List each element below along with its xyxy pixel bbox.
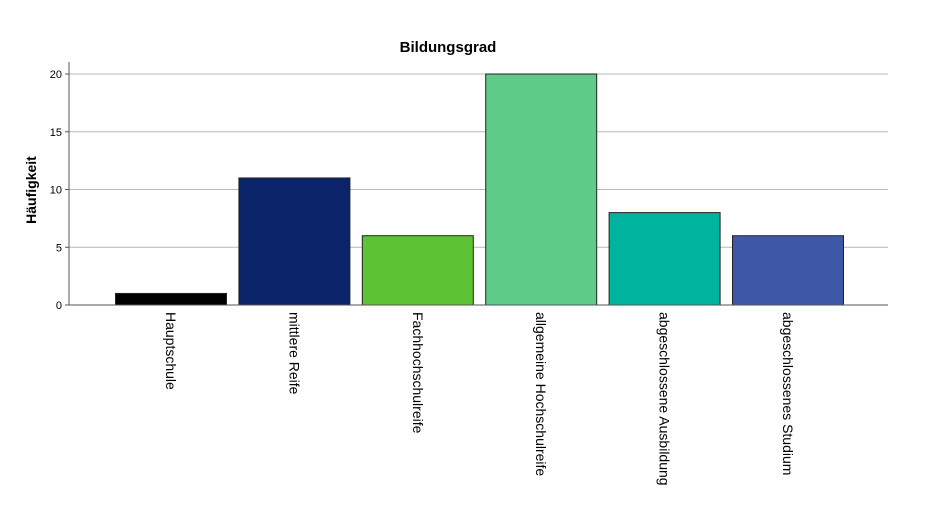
x-tick-label: abgeschlossene Ausbildung bbox=[657, 312, 673, 486]
y-tick-label: 0 bbox=[56, 300, 62, 312]
axes bbox=[68, 62, 888, 306]
x-tick-label: abgeschlossenes Studium bbox=[780, 312, 796, 475]
y-tick-label: 15 bbox=[50, 127, 62, 139]
bar bbox=[361, 235, 474, 306]
gridlines bbox=[69, 73, 888, 248]
bar bbox=[732, 235, 844, 306]
bar bbox=[485, 73, 598, 306]
x-tick-labels: Hauptschule mittlere Reife Fachhochschulre… bbox=[163, 312, 796, 486]
bar bbox=[115, 292, 227, 306]
x-tick-label: Fachhochschulreife bbox=[410, 312, 426, 434]
y-tick-label: 10 bbox=[50, 185, 62, 197]
y-axis-label: Häufigkeit bbox=[23, 156, 39, 224]
y-tick-label: 5 bbox=[56, 242, 62, 254]
y-tick-labels: 0 5 10 15 20 bbox=[50, 69, 69, 312]
chart-title: Bildungsgrad bbox=[400, 39, 497, 56]
x-tick-label: allgemeine Hochschulreife bbox=[533, 312, 549, 476]
y-tick-label: 20 bbox=[50, 69, 62, 81]
x-tick-label: Hauptschule bbox=[163, 312, 179, 390]
bar bbox=[238, 177, 351, 306]
bar bbox=[608, 212, 721, 306]
x-tick-label: mittlere Reife bbox=[286, 312, 302, 395]
